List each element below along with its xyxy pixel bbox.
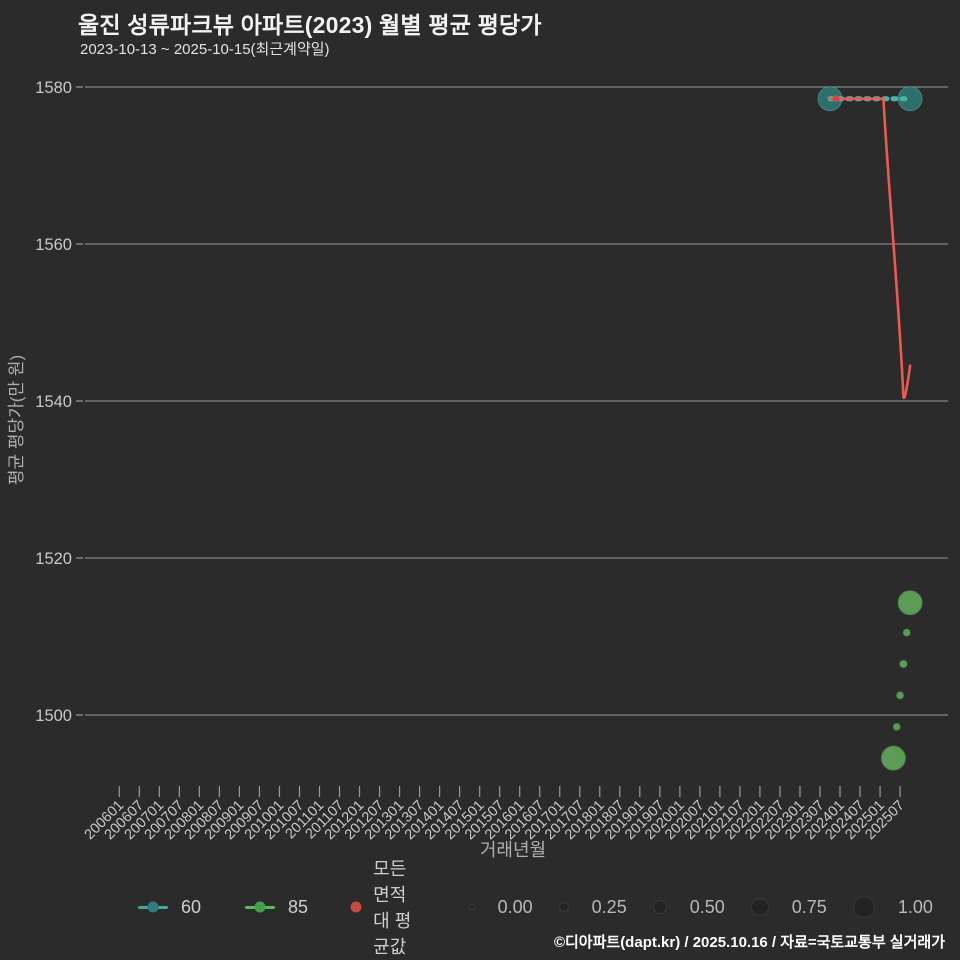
size-legend-entry: 0.75 — [751, 896, 827, 918]
legend-item-85[interactable]: 85 — [245, 897, 308, 918]
series-85-bubble[interactable] — [880, 745, 906, 771]
y-tick-label: 1540 — [35, 393, 72, 411]
series-average-dot-swatch — [350, 901, 362, 913]
size-dot-075 — [751, 899, 768, 915]
x-axis-ticks: 2006012006072007012007072008012008072009… — [82, 786, 908, 843]
series-85-bubble[interactable] — [892, 722, 901, 731]
legend-item-60[interactable]: 60 — [138, 897, 201, 918]
size-label-100: 1.00 — [897, 896, 933, 917]
size-legend-entry: 0.50 — [653, 896, 725, 918]
date-range-subtitle: 2023-10-13 ~ 2025-10-15(최근계약일) — [80, 41, 330, 58]
series-85-dot-swatch — [254, 901, 266, 913]
series-average-line[interactable] — [828, 97, 912, 400]
size-dot-050 — [653, 901, 666, 913]
series-60-dot-swatch — [147, 901, 159, 913]
size-legend-entry: 0.25 — [559, 896, 627, 918]
series-85-bubble[interactable] — [902, 628, 911, 637]
series-average-start-dot — [832, 95, 840, 103]
size-dot-000 — [469, 905, 474, 909]
page-title: 울진 성류파크뷰 아파트(2023) 월별 평균 평당가 — [78, 12, 542, 38]
series-85 — [880, 590, 923, 771]
size-dot-100 — [853, 897, 874, 917]
legend-label-60: 60 — [181, 896, 202, 917]
y-tick-label: 1500 — [35, 707, 72, 725]
y-tick-label: 1520 — [35, 550, 72, 568]
series-85-bubble[interactable] — [899, 659, 908, 669]
series-average — [828, 95, 912, 400]
copyright-source-credit: ©디아파트(dapt.kr) / 2025.10.16 / 자료=국토교통부 실… — [553, 934, 945, 951]
size-legend-entry: 0.00 — [469, 896, 533, 918]
y-gridlines: 1580 1560 1540 1520 1500 — [35, 79, 948, 725]
bubble-size-legend: 0.00 0.25 0.50 0.75 1.00 — [469, 896, 960, 918]
x-axis-title: 거래년월 — [480, 840, 546, 860]
size-label-000: 0.00 — [497, 896, 533, 917]
legend-label-average: 모든 면적대 평균값 — [373, 859, 412, 957]
series-average-line-swatch — [350, 901, 362, 913]
legend-item-average[interactable]: 모든 면적대 평균값 — [350, 855, 412, 959]
series-85-bubble[interactable] — [896, 691, 905, 700]
size-dot-025 — [559, 903, 568, 911]
y-tick-label: 1560 — [35, 236, 72, 254]
size-label-025: 0.25 — [591, 896, 627, 917]
legend-label-85: 85 — [288, 896, 309, 917]
y-tick-label: 1580 — [35, 79, 72, 97]
size-label-050: 0.50 — [689, 896, 725, 917]
size-legend-entry: 1.00 — [853, 896, 933, 918]
series-85-bubble[interactable] — [897, 590, 923, 616]
size-label-075: 0.75 — [791, 896, 827, 917]
series-60-line-swatch — [138, 901, 168, 913]
chart-plot-area: 1580 1560 1540 1520 1500 20060120060720070120… — [7, 79, 948, 860]
series-85-line-swatch — [245, 901, 276, 913]
y-axis-title: 평균 평당가(만 원) — [7, 355, 26, 485]
chart-legend: 60 85 모든 면적대 평균값 0.00 0.25 0.50 0.75 — [138, 859, 940, 957]
